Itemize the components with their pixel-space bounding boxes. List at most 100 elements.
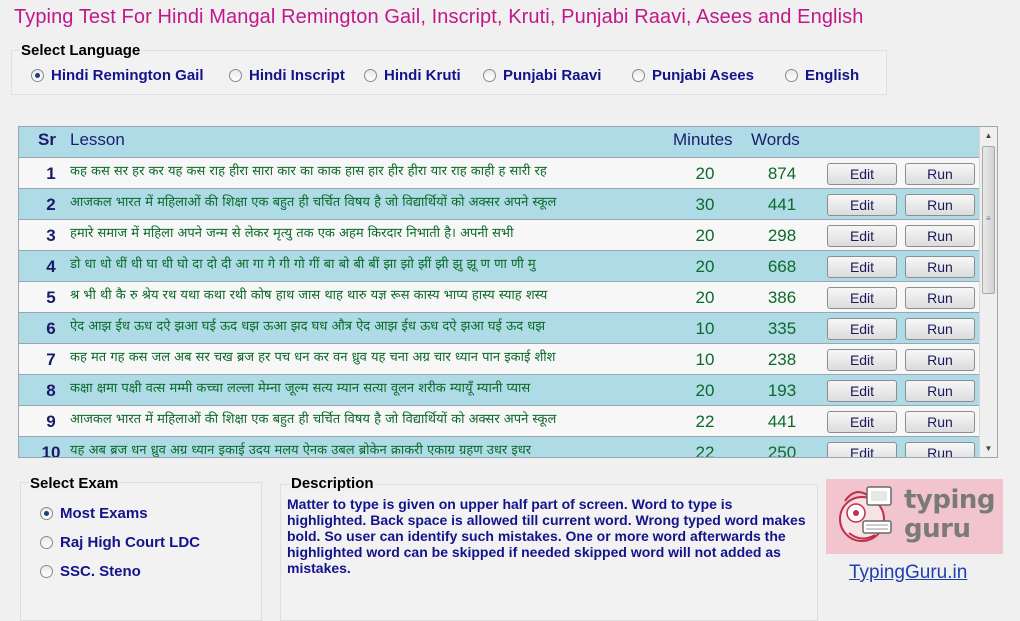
row-sr: 6 bbox=[46, 319, 56, 338]
edit-button[interactable]: Edit bbox=[827, 442, 897, 457]
typist-mascot-icon bbox=[839, 486, 892, 542]
row-minutes: 30 bbox=[695, 195, 715, 214]
edit-button[interactable]: Edit bbox=[827, 194, 897, 216]
edit-button[interactable]: Edit bbox=[827, 163, 897, 185]
row-lesson-text: कह मत गह कस जल अब सर चख ब्रज हर पच धन कर… bbox=[70, 350, 556, 365]
row-sr: 7 bbox=[46, 350, 56, 369]
run-button[interactable]: Run bbox=[905, 287, 975, 309]
table-row: 7 कह मत गह कस जल अब सर चख ब्रज हर पच धन … bbox=[19, 344, 980, 375]
scroll-down-arrow-icon[interactable]: ▼ bbox=[984, 444, 993, 453]
row-lesson-text: कक्षा क्षमा पक्षी वत्स मम्मी कच्चा लल्ला… bbox=[70, 381, 531, 396]
row-sr: 3 bbox=[46, 226, 56, 245]
grip-icon: ≡ bbox=[986, 214, 991, 223]
language-option-hindi-remington-gail[interactable]: Hindi Remington Gail bbox=[31, 66, 204, 84]
run-button[interactable]: Run bbox=[905, 349, 975, 371]
radio-selected-icon[interactable] bbox=[40, 506, 53, 520]
language-option-label: Hindi Remington Gail bbox=[51, 66, 204, 84]
row-lesson-text: कह कस सर हर कर यह कस राह हीरा सारा कार क… bbox=[70, 164, 547, 179]
exam-caption: Select Exam bbox=[29, 475, 120, 492]
row-words: 386 bbox=[767, 288, 797, 307]
grid-rows: 1 कह कस सर हर कर यह कस राह हीरा सारा कार… bbox=[19, 158, 980, 458]
row-words: 250 bbox=[767, 443, 797, 458]
table-row: 4 डो धा धो धीं धी घा धी घो दा दो दी आ गा… bbox=[19, 251, 980, 282]
radio-icon[interactable] bbox=[483, 68, 496, 82]
table-row: 2 आजकल भारत में महिलाओं की शिक्षा एक बहु… bbox=[19, 189, 980, 220]
table-row: 3 हमारे समाज में महिला अपने जन्म से लेकर… bbox=[19, 220, 980, 251]
edit-button[interactable]: Edit bbox=[827, 380, 897, 402]
language-option-punjabi-raavi[interactable]: Punjabi Raavi bbox=[483, 66, 601, 84]
language-option-hindi-kruti[interactable]: Hindi Kruti bbox=[364, 66, 461, 84]
row-lesson-text: ऐद आझ ईध ऊध दऐ झआ घई ऊद धझ ऊआ झद घध औत्र… bbox=[70, 319, 546, 334]
run-button[interactable]: Run bbox=[905, 194, 975, 216]
row-lesson-text: श्र भी थी कै रु श्रेय रथ यथा कथा रथी कोष… bbox=[70, 288, 548, 303]
language-option-label: English bbox=[805, 66, 860, 84]
row-lesson-text: आजकल भारत में महिलाओं की शिक्षा एक बहुत … bbox=[70, 195, 557, 210]
row-minutes: 20 bbox=[695, 381, 715, 400]
run-button[interactable]: Run bbox=[905, 225, 975, 247]
edit-button[interactable]: Edit bbox=[827, 287, 897, 309]
exam-option-label: Most Exams bbox=[60, 504, 148, 522]
row-minutes: 10 bbox=[695, 319, 715, 338]
run-button[interactable]: Run bbox=[905, 411, 975, 433]
exam-groupbox bbox=[20, 482, 262, 621]
edit-button[interactable]: Edit bbox=[827, 256, 897, 278]
row-sr: 5 bbox=[46, 288, 56, 307]
exam-option-raj-high-court-ldc[interactable]: Raj High Court LDC bbox=[40, 533, 200, 551]
row-sr: 2 bbox=[46, 195, 56, 214]
radio-icon[interactable] bbox=[40, 564, 53, 578]
edit-button[interactable]: Edit bbox=[827, 225, 897, 247]
table-row: 1 कह कस सर हर कर यह कस राह हीरा सारा कार… bbox=[19, 158, 980, 189]
exam-option-label: Raj High Court LDC bbox=[60, 533, 200, 551]
row-words: 441 bbox=[767, 412, 797, 431]
row-sr: 10 bbox=[41, 443, 61, 458]
scroll-up-arrow-icon[interactable]: ▲ bbox=[984, 131, 993, 140]
row-words: 335 bbox=[767, 319, 797, 338]
row-words: 668 bbox=[767, 257, 797, 276]
row-minutes: 22 bbox=[695, 443, 715, 458]
language-caption: Select Language bbox=[20, 42, 142, 59]
radio-icon[interactable] bbox=[785, 68, 798, 82]
language-option-hindi-inscript[interactable]: Hindi Inscript bbox=[229, 66, 345, 84]
table-row: 6 ऐद आझ ईध ऊध दऐ झआ घई ऊद धझ ऊआ झद घध औत… bbox=[19, 313, 980, 344]
row-words: 193 bbox=[767, 381, 797, 400]
language-option-english[interactable]: English bbox=[785, 66, 859, 84]
radio-icon[interactable] bbox=[40, 535, 53, 549]
grid-vertical-scrollbar[interactable]: ▲ ≡ ▼ bbox=[979, 127, 997, 457]
radio-selected-icon[interactable] bbox=[31, 68, 44, 82]
run-button[interactable]: Run bbox=[905, 256, 975, 278]
row-sr: 9 bbox=[46, 412, 56, 431]
row-minutes: 20 bbox=[695, 257, 715, 276]
app-title: Typing Test For Hindi Mangal Remington G… bbox=[14, 6, 864, 28]
grid-header: Sr Lesson Minutes Words bbox=[19, 127, 980, 158]
radio-icon[interactable] bbox=[632, 68, 645, 82]
run-button[interactable]: Run bbox=[905, 318, 975, 340]
scroll-thumb[interactable]: ≡ bbox=[982, 146, 995, 294]
row-words: 298 bbox=[767, 226, 797, 245]
row-minutes: 22 bbox=[695, 412, 715, 431]
column-header-lesson: Lesson bbox=[70, 130, 125, 149]
typingguru-link[interactable]: TypingGuru.in bbox=[849, 562, 968, 583]
column-header-minutes: Minutes bbox=[673, 130, 733, 149]
edit-button[interactable]: Edit bbox=[827, 411, 897, 433]
edit-button[interactable]: Edit bbox=[827, 318, 897, 340]
row-lesson-text: यह अब ब्रज धन ध्रुव अग्र ध्यान इकाई उदय … bbox=[70, 443, 532, 458]
exam-option-most-exams[interactable]: Most Exams bbox=[40, 504, 148, 522]
row-lesson-text: आजकल भारत में महिलाओं की शिक्षा एक बहुत … bbox=[70, 412, 557, 427]
row-sr: 8 bbox=[46, 381, 56, 400]
brand-logo-text: typing guru bbox=[904, 485, 996, 544]
table-row: 9 आजकल भारत में महिलाओं की शिक्षा एक बहु… bbox=[19, 406, 980, 437]
language-option-punjabi-asees[interactable]: Punjabi Asees bbox=[632, 66, 754, 84]
run-button[interactable]: Run bbox=[905, 380, 975, 402]
run-button[interactable]: Run bbox=[905, 442, 975, 457]
column-header-sr: Sr bbox=[38, 130, 56, 149]
exam-option-ssc-steno[interactable]: SSC. Steno bbox=[40, 562, 141, 580]
run-button[interactable]: Run bbox=[905, 163, 975, 185]
language-groupbox bbox=[11, 50, 887, 95]
radio-icon[interactable] bbox=[229, 68, 242, 82]
edit-button[interactable]: Edit bbox=[827, 349, 897, 371]
lesson-grid: Sr Lesson Minutes Words 1 कह कस सर हर कर… bbox=[18, 126, 998, 458]
row-minutes: 20 bbox=[695, 288, 715, 307]
description-text: Matter to type is given on upper half pa… bbox=[287, 496, 806, 576]
language-option-label: Hindi Inscript bbox=[249, 66, 345, 84]
radio-icon[interactable] bbox=[364, 68, 377, 82]
